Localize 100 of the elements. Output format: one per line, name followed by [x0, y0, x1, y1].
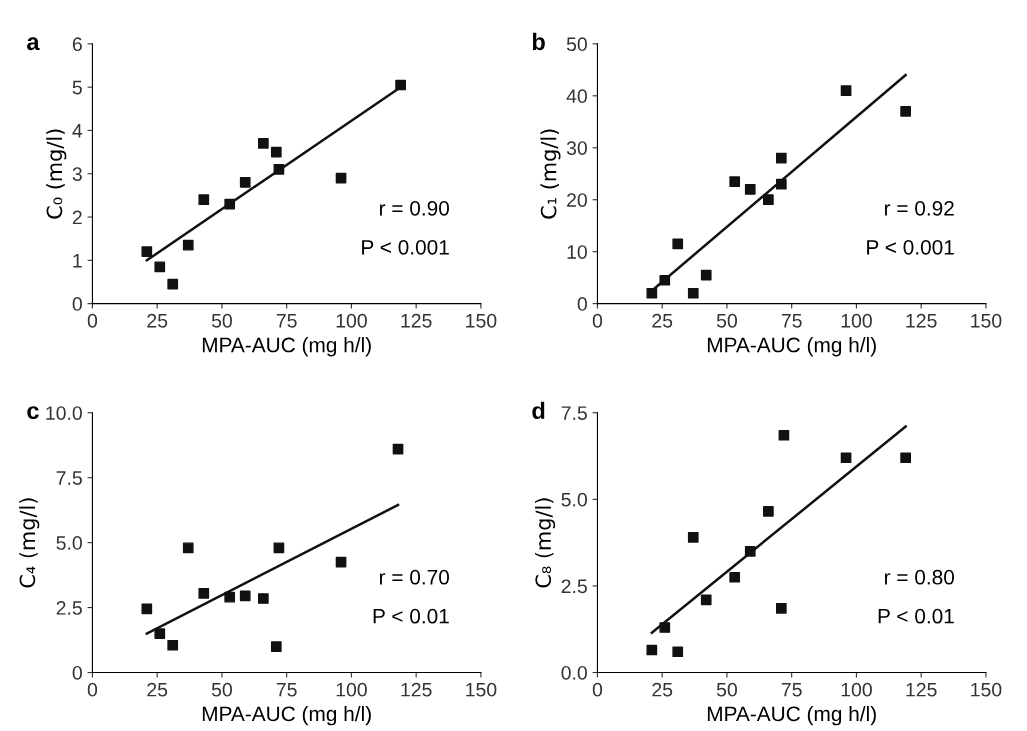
y-tick-label: 0 — [72, 665, 82, 680]
x-tick-label: 25 — [652, 313, 673, 328]
y-axis-title: C₀ (mg/l) — [46, 129, 67, 219]
y-tick-label: 20 — [567, 193, 587, 207]
y-axis-title: C₈ (mg/l) — [534, 498, 556, 588]
x-tick-label: 150 — [971, 682, 1002, 697]
point — [840, 85, 852, 96]
x-axis-title: MPA-AUC (mg h/l) — [202, 705, 371, 726]
annotation: P < 0.001 — [362, 239, 449, 255]
point — [672, 238, 684, 250]
x-tick-label: 0 — [592, 682, 603, 697]
y-axis-title: C₄ (mg/l) — [19, 498, 40, 588]
x-axis-title: MPA-AUC (mg h/l) — [707, 337, 876, 357]
x-tick-label: 125 — [906, 682, 937, 697]
point — [167, 278, 179, 290]
point — [258, 138, 269, 149]
x-tick-label: 100 — [841, 313, 872, 328]
y-tick-label: 5.0 — [56, 536, 82, 550]
point — [775, 152, 787, 164]
point — [239, 590, 251, 602]
y-tick-label: 10.0 — [46, 406, 82, 420]
y-tick-label: 7.5 — [561, 406, 587, 420]
y-tick-label: 1 — [73, 254, 82, 268]
y-tick-label: 30 — [566, 141, 587, 156]
point — [744, 183, 756, 195]
chart-title: c — [27, 406, 39, 420]
x-tick-label: 100 — [336, 682, 367, 697]
x-tick-label: 125 — [906, 313, 937, 328]
y-tick-label: 2.5 — [56, 601, 82, 615]
point — [775, 178, 787, 190]
x-tick-label: 150 — [971, 313, 1002, 328]
point — [154, 628, 166, 639]
chart-title: a — [27, 37, 40, 51]
annotation: r = 0.90 — [379, 200, 450, 216]
x-tick-label: 50 — [716, 313, 737, 328]
x-tick-label: 125 — [401, 313, 432, 328]
x-tick-label: 25 — [147, 682, 168, 697]
point — [672, 646, 684, 658]
point — [778, 429, 790, 441]
point — [646, 644, 658, 656]
x-tick-label: 0 — [592, 313, 603, 328]
point — [154, 261, 166, 273]
point — [182, 542, 194, 554]
annotation: P < 0.01 — [878, 608, 954, 624]
point — [270, 146, 282, 158]
y-tick-label: 5 — [72, 80, 82, 95]
y-tick-label: 10 — [567, 245, 587, 259]
annotation: r = 0.92 — [885, 200, 954, 216]
point — [687, 287, 699, 299]
point — [700, 594, 712, 606]
x-tick-label: 150 — [466, 313, 497, 328]
x-tick-label: 125 — [401, 682, 432, 697]
x-tick-label: 75 — [276, 682, 297, 697]
x-tick-label: 75 — [781, 682, 802, 697]
point — [840, 452, 852, 464]
annotation: P < 0.01 — [373, 608, 449, 624]
point — [900, 452, 911, 464]
x-tick-label: 150 — [466, 682, 497, 697]
point — [239, 177, 251, 188]
x-axis-title: MPA-AUC (mg h/l) — [707, 705, 876, 726]
y-tick-label: 3 — [72, 167, 82, 181]
annotation: P < 0.001 — [867, 239, 954, 255]
point — [182, 239, 194, 251]
x-tick-label: 25 — [652, 682, 673, 697]
x-tick-label: 50 — [211, 682, 232, 697]
x-tick-label: 75 — [781, 314, 802, 328]
x-tick-label: 25 — [147, 313, 168, 328]
y-tick-label: 6 — [72, 37, 82, 52]
x-tick-label: 0 — [87, 682, 98, 697]
point — [258, 593, 269, 604]
point — [167, 639, 179, 651]
chart-title: d — [532, 401, 545, 420]
chart-title: b — [532, 32, 545, 51]
point — [729, 571, 741, 583]
y-tick-label: 0.0 — [561, 665, 587, 680]
y-tick-label: 7.5 — [56, 471, 82, 485]
x-tick-label: 100 — [336, 313, 367, 328]
point — [141, 246, 153, 258]
point — [763, 194, 774, 206]
y-tick-label: 40 — [566, 89, 587, 104]
annotation: r = 0.80 — [885, 569, 955, 585]
point — [729, 176, 741, 187]
point — [763, 506, 774, 517]
point — [270, 641, 282, 652]
point — [775, 603, 787, 614]
y-axis-title: C₁ (mg/l) — [540, 129, 561, 219]
y-tick-label: 0 — [72, 297, 82, 311]
y-tick-label: 4 — [72, 124, 83, 138]
point — [659, 622, 671, 633]
point — [273, 164, 285, 175]
x-tick-label: 0 — [87, 313, 98, 328]
point — [659, 274, 671, 286]
y-tick-label: 2.5 — [561, 579, 587, 594]
point — [198, 194, 210, 206]
point — [687, 532, 699, 543]
point — [224, 198, 236, 210]
point — [395, 79, 406, 91]
x-tick-label: 50 — [716, 682, 737, 697]
point — [646, 287, 658, 299]
point — [224, 591, 236, 603]
